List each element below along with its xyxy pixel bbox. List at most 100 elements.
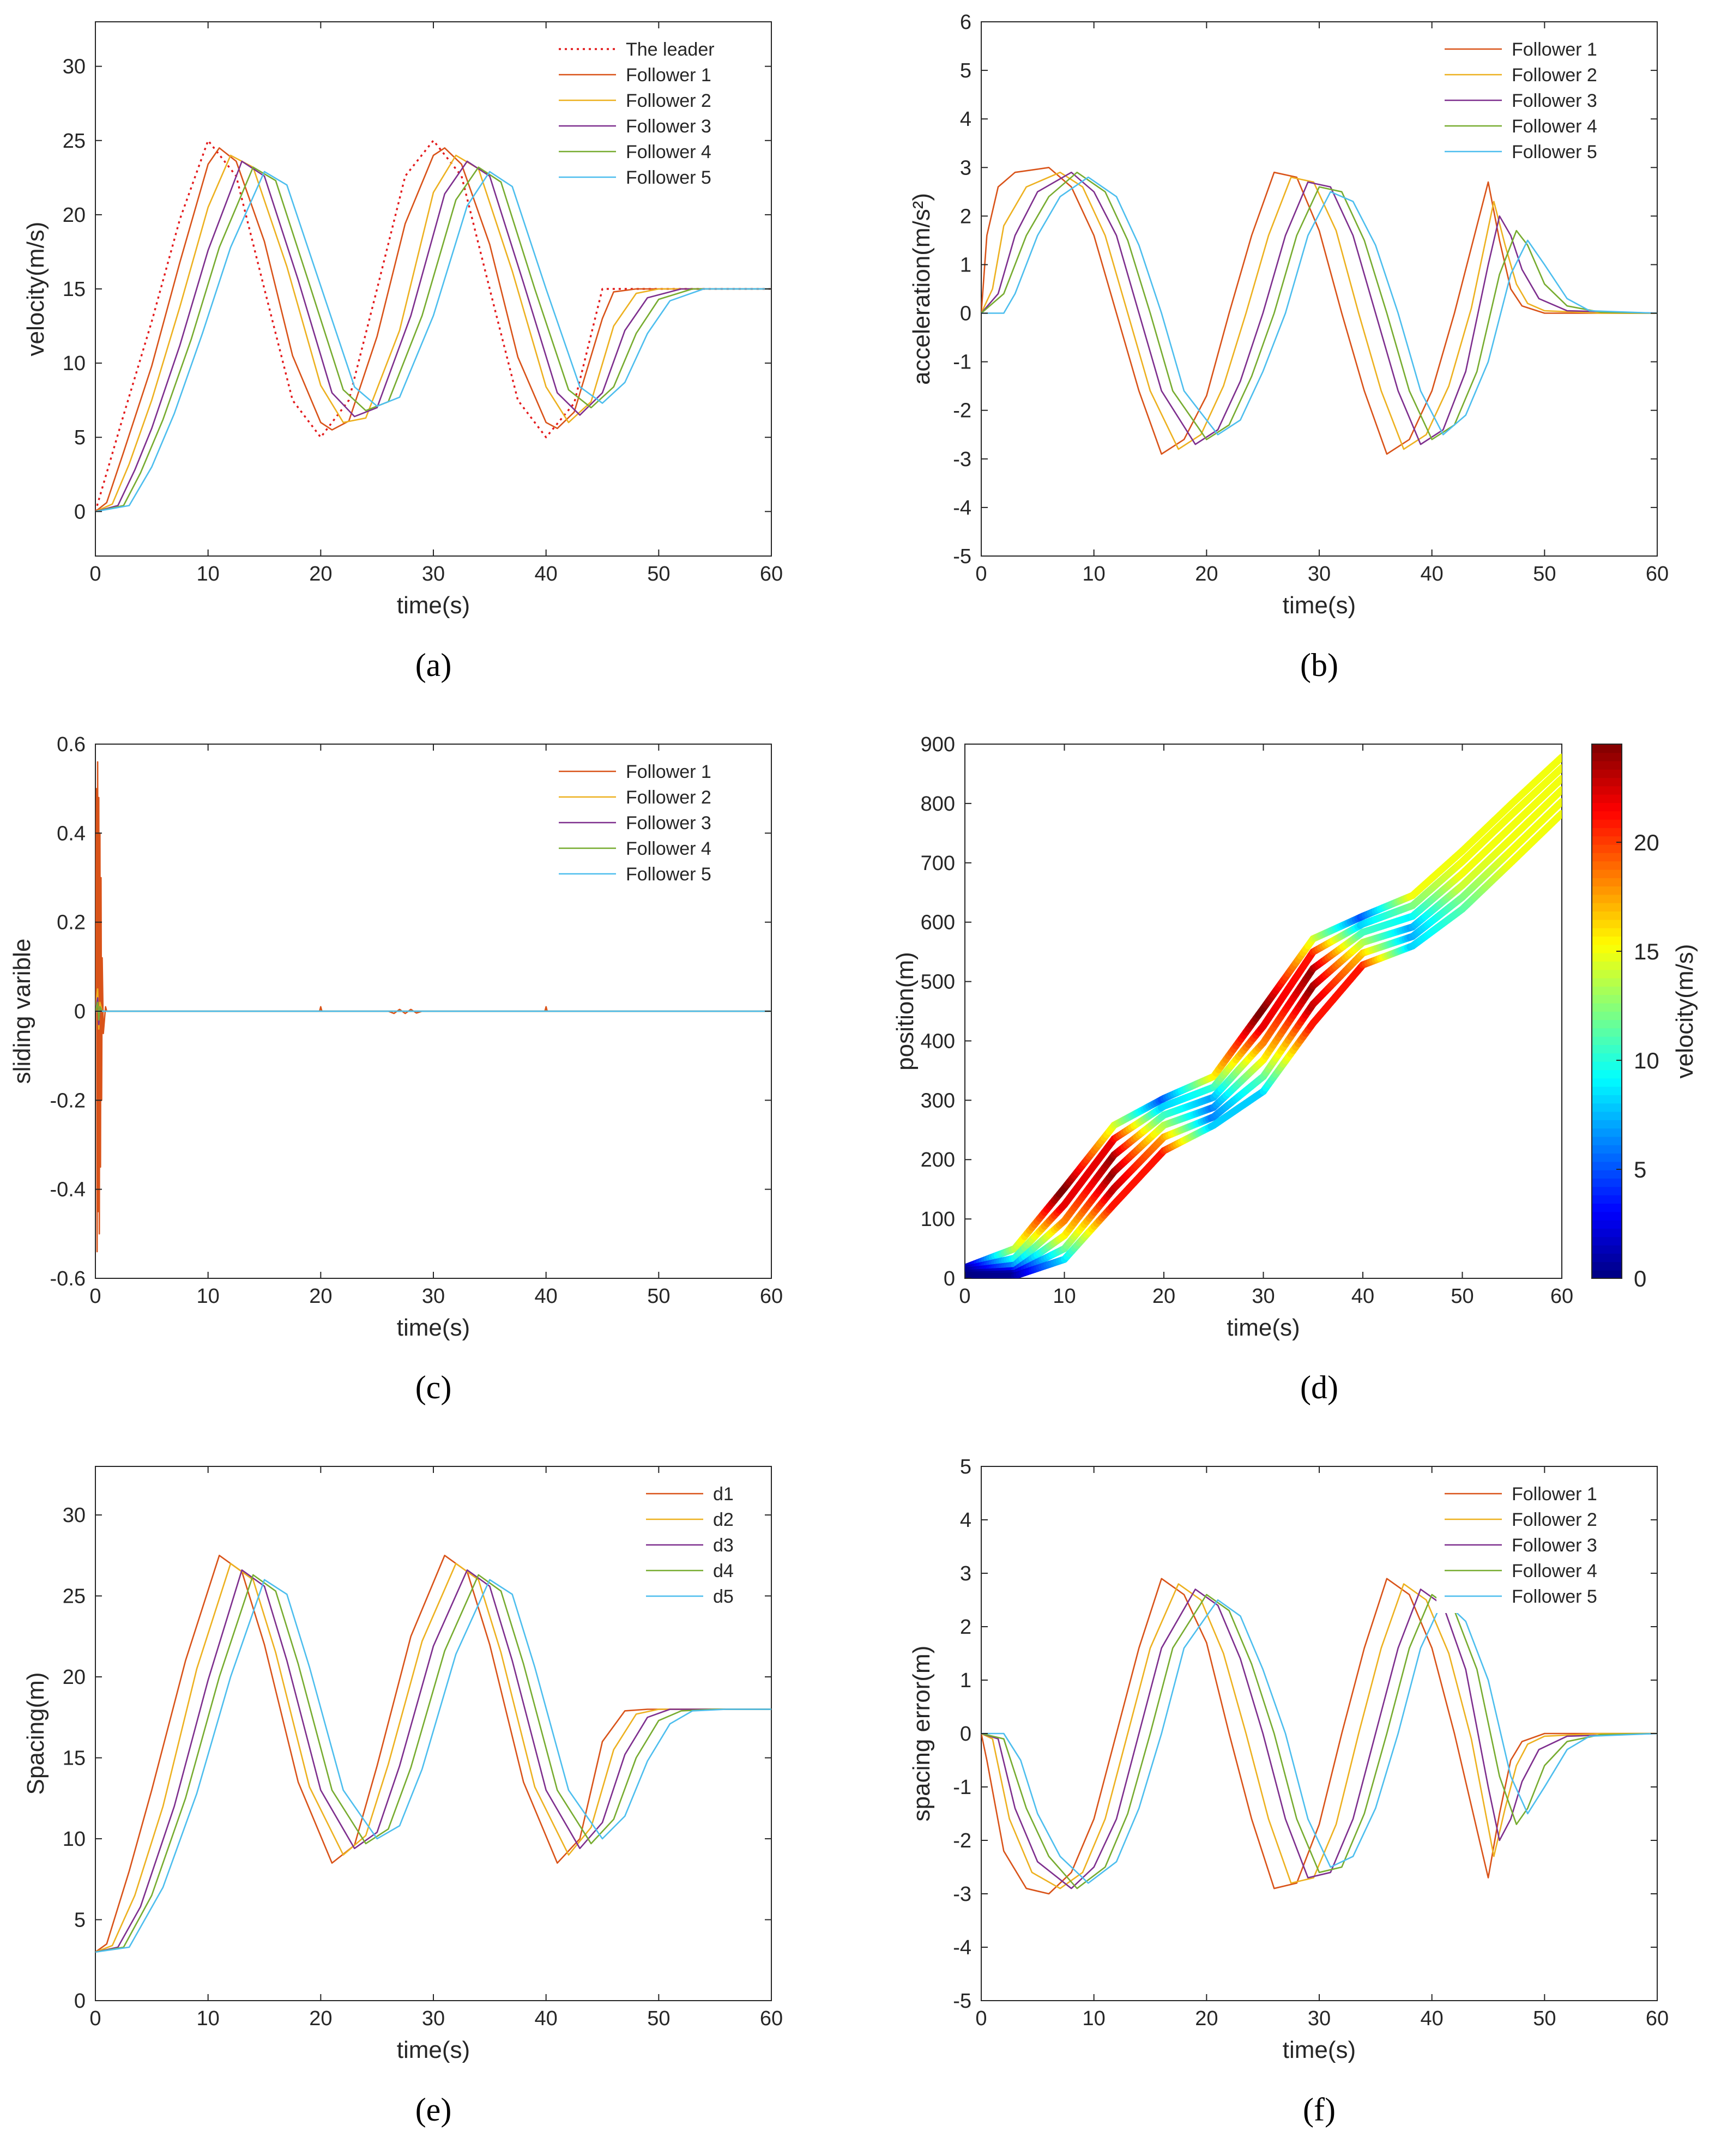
trajectory-segment [1555,753,1562,763]
colorbar-frame [1591,744,1622,1279]
x-tick-label: 40 [1351,1285,1374,1308]
y-tick-label: 2 [960,1616,971,1639]
y-tick-label: -5 [953,1990,971,2013]
colorbar-segment [1592,794,1622,803]
legend-box [551,33,758,194]
colorbar-segment [1592,744,1622,753]
series-layer [965,753,1562,1278]
y-tick-label: 20 [63,1666,86,1689]
legend-label-1: d1 [713,1484,734,1505]
legend-label-3: Follower 3 [1512,90,1597,111]
x-tick-label: 10 [197,563,220,585]
legend-label-5: Follower 5 [1512,1586,1597,1607]
y-tick-label: 3 [960,1562,971,1585]
series-line-5 [95,1579,771,1953]
y-tick-label: -1 [953,351,971,374]
y-tick-label: -0.2 [50,1089,86,1112]
colorbar-segment [1592,1178,1622,1187]
colorbar-segment [1592,1236,1622,1246]
y-tick-label: -3 [953,448,971,471]
panel-caption: (e) [415,2092,452,2128]
x-tick-label: 30 [422,563,445,585]
x-axis-label: time(s) [397,1314,470,1341]
trajectory-segment [1555,786,1562,796]
trajectory-1 [965,753,1562,1271]
y-axis-label: position(m) [892,952,919,1071]
panel-a: 0 10 20 30 40 50 60 0 5 10 15 20 25 30 time(s) velocity… [22,21,783,683]
panel-f: 0 10 20 30 40 50 60 -5 -4 -3 -2 -1 0 1 2 3 4 5 time(s) spac… [908,1456,1669,2128]
y-tick-label: 500 [921,971,955,994]
x-tick-label: 60 [1646,563,1669,585]
panel-b: 0 10 20 30 40 50 60 -5 -4 -3 -2 -1 0 1 2 3 4 5 6 time(s) acc… [908,11,1669,683]
trajectory-6 [965,810,1562,1278]
legend: Follower 1 Follower 2 Follower 3 Follower 4… [1436,33,1644,168]
colorbar-segment [1592,1061,1622,1070]
colorbar-segment [1592,1070,1622,1079]
x-tick-label: 0 [959,1285,970,1308]
trajectory-segment [1555,810,1562,820]
y-tick-label: 0 [74,1990,86,2013]
series-line-1 [981,1578,1657,1895]
series-line-4 [95,1574,771,1953]
colorbar-segment [1592,1211,1622,1221]
legend-label-1: Follower 1 [1512,1484,1597,1505]
series-line-5 [95,166,771,512]
x-tick-label: 40 [535,1285,558,1308]
legend: Follower 1 Follower 2 Follower 3 Follower 4… [1436,1477,1644,1613]
legend: d1 d2 d3 d4 d5 [638,1477,758,1613]
panel-e: 0 10 20 30 40 50 60 0 5 10 15 20 25 30 time(s) Spacing(… [22,1466,783,2128]
colorbar-segment [1592,977,1622,987]
colorbar-tick-label: 10 [1634,1048,1659,1073]
legend-label-3: Follower 2 [626,90,711,111]
colorbar-segment [1592,1253,1622,1263]
x-tick-label: 50 [1451,1285,1474,1308]
y-tick-label: 0 [960,1723,971,1746]
colorbar-segment [1592,1019,1622,1029]
y-tick-label: 2 [960,205,971,228]
panel-d: 0 10 20 30 40 50 60010020030040050060070080090… [892,733,1698,1405]
colorbar-segment [1592,853,1622,862]
series-line-4 [981,171,1657,440]
x-tick-label: 0 [975,2007,987,2030]
y-tick-label: 4 [960,1509,971,1532]
colorbar-segment [1592,878,1622,887]
legend-label-3: d3 [713,1535,734,1556]
series-line-4 [981,1593,1657,1889]
y-tick-label: -5 [953,545,971,568]
series-line-6 [95,171,771,512]
series-line-3 [95,1569,771,1953]
y-tick-label: -2 [953,1829,971,1852]
colorbar-segment [1592,1002,1622,1012]
y-tick-label: 30 [63,56,86,78]
colorbar-segment [1592,1145,1622,1154]
y-tick-label: 1 [960,1669,971,1692]
trajectory-segment [1555,798,1562,808]
y-tick-label: 3 [960,156,971,179]
legend-label-3: Follower 3 [626,813,711,834]
y-tick-label: 4 [960,108,971,131]
colorbar-segment [1592,1261,1622,1271]
y-tick-label: 0 [960,303,971,325]
colorbar-segment [1592,802,1622,812]
y-tick-label: 100 [921,1208,955,1231]
series-layer [95,140,771,512]
y-tick-label: -4 [953,1936,971,1959]
colorbar-segment [1592,927,1622,937]
y-tick-label: 25 [63,1585,86,1608]
x-tick-label: 50 [647,563,670,585]
y-tick-label: 800 [921,793,955,816]
y-tick-label: 15 [63,1747,86,1770]
y-tick-label: 1 [960,253,971,276]
y-tick-label: 300 [921,1089,955,1112]
y-tick-label: -0.4 [50,1179,86,1201]
panel-caption: (c) [415,1369,452,1405]
y-tick-label: 20 [63,204,86,227]
colorbar-tick-label: 20 [1634,830,1659,855]
x-axis-label: time(s) [397,2037,470,2063]
y-tick-label: 5 [960,59,971,82]
legend-label-2: d2 [713,1509,734,1530]
panel-c: 0 10 20 30 40 50 60 -0.6 -0.4 -0.2 0 0.2 0.4 0.6 time(… [9,733,783,1405]
y-axis-label: velocity(m/s) [22,222,49,357]
colorbar-tick-label: 15 [1634,939,1659,964]
